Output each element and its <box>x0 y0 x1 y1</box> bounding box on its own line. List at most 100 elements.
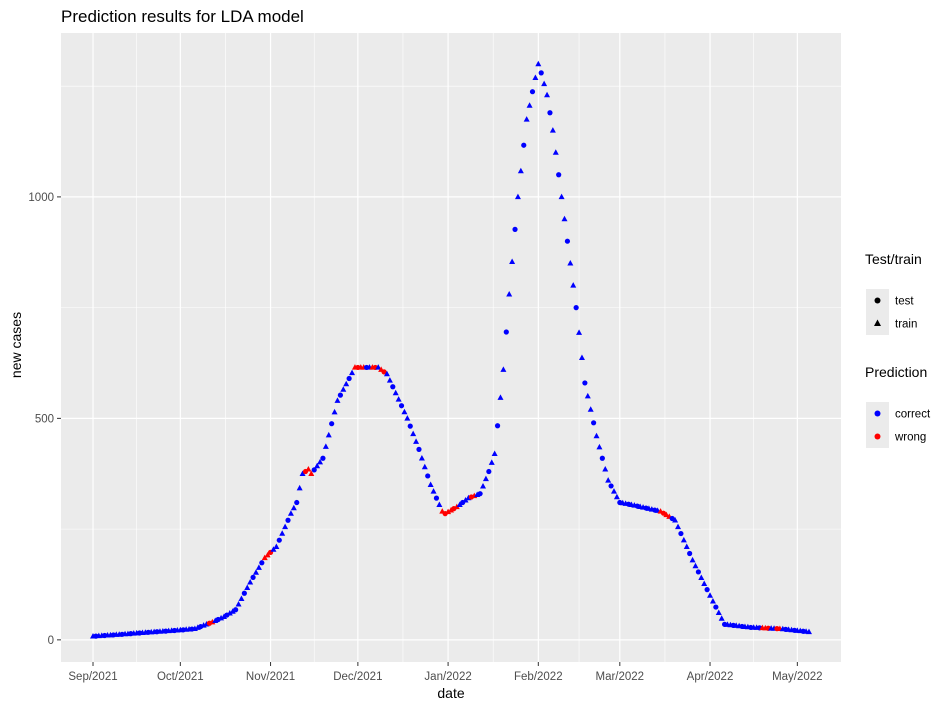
data-point-train <box>229 608 236 614</box>
legend-wrong-label: wrong <box>894 432 926 444</box>
data-point-test <box>608 483 614 489</box>
data-point-train <box>238 595 245 601</box>
data-point-test <box>695 569 701 575</box>
data-point-train <box>273 543 280 550</box>
data-point-train <box>610 488 617 494</box>
data-point-test <box>547 110 553 116</box>
data-point-train <box>558 193 565 200</box>
x-tick-label: Mar/2022 <box>596 671 645 683</box>
x-tick-label: Apr/2022 <box>687 671 734 683</box>
data-point-train <box>605 477 612 483</box>
data-point-train <box>552 149 559 155</box>
data-point-train <box>593 432 600 439</box>
data-point-train <box>299 470 306 476</box>
data-point-train <box>253 569 259 575</box>
data-point-train <box>715 609 722 616</box>
data-point-train <box>287 510 294 516</box>
x-tick-label: Feb/2022 <box>514 671 563 683</box>
chart-title: Prediction results for LDA model <box>61 7 304 26</box>
data-point-train <box>602 466 609 472</box>
data-point-train <box>549 127 556 133</box>
data-point-test <box>276 537 282 543</box>
x-tick-label: Oct/2021 <box>157 671 204 683</box>
data-point-train <box>386 377 393 383</box>
data-point-train <box>587 406 594 412</box>
data-point-train <box>325 431 332 438</box>
legend-correct-dot-icon <box>874 410 881 417</box>
data-point-train <box>349 369 356 376</box>
data-point-test <box>233 607 239 613</box>
data-point-train <box>701 580 708 586</box>
x-axis-ticks: Sep/2021 Oct/2021 Nov/2021 Dec/2021 Jan/2022… <box>68 662 823 683</box>
data-point-train <box>317 458 324 465</box>
data-point-test <box>687 550 693 557</box>
legend-test-circle-icon <box>874 297 881 304</box>
data-point-test <box>407 423 413 429</box>
data-point-test <box>433 495 440 501</box>
data-point-train <box>482 475 489 482</box>
data-point-train <box>680 536 687 543</box>
data-point-train <box>517 167 524 174</box>
data-point-train <box>244 584 251 590</box>
data-point-train <box>576 329 583 335</box>
data-point-train <box>523 116 530 122</box>
data-point-train <box>427 481 434 488</box>
data-point-train <box>436 501 443 507</box>
legend-train-label: train <box>895 319 917 331</box>
data-point-train <box>340 386 347 392</box>
data-point-test <box>704 587 710 593</box>
data-point-train <box>488 459 495 465</box>
data-point-train <box>707 592 714 598</box>
data-point-train <box>410 430 417 437</box>
data-point-train <box>418 454 425 461</box>
data-point-train <box>445 508 452 515</box>
data-point-test <box>512 226 518 232</box>
data-point-test <box>503 329 509 335</box>
data-point-train <box>279 530 286 536</box>
data-point-train <box>404 415 411 421</box>
data-point-test <box>320 455 326 461</box>
data-point-test <box>713 604 719 610</box>
data-point-train <box>567 260 574 266</box>
data-point-test <box>294 499 300 506</box>
data-point-train <box>462 497 469 503</box>
data-point-train <box>255 564 262 570</box>
data-point-train <box>596 443 603 450</box>
data-point-train <box>683 543 690 550</box>
data-point-train <box>480 482 487 489</box>
legend-prediction: Prediction correct wrong <box>865 364 931 448</box>
data-point-train <box>544 91 551 98</box>
data-point-train <box>526 102 533 108</box>
data-point-train <box>500 366 507 372</box>
data-point-train <box>675 523 682 530</box>
data-point-test <box>381 369 387 375</box>
legend-wrong-dot-icon <box>874 433 881 440</box>
data-point-train <box>718 615 725 621</box>
data-point-test <box>241 590 247 596</box>
data-point-test <box>329 421 335 427</box>
x-tick-label: Dec/2021 <box>333 671 382 683</box>
data-point-test <box>678 530 684 537</box>
data-point-train <box>561 215 568 222</box>
x-tick-label: May/2022 <box>772 671 823 683</box>
legend-test-train-title: Test/train <box>865 251 922 267</box>
data-point-train <box>314 462 321 469</box>
x-tick-label: Jan/2022 <box>424 671 471 683</box>
data-point-train <box>334 397 341 403</box>
data-point-train <box>247 578 254 585</box>
data-point-train <box>491 450 498 457</box>
data-point-train <box>430 488 437 494</box>
data-point-test <box>538 70 544 76</box>
data-point-test <box>250 574 256 580</box>
data-point-test <box>669 515 675 522</box>
plot-panel <box>61 33 841 662</box>
data-point-test <box>529 89 536 95</box>
data-point-test <box>486 468 492 475</box>
data-point-test <box>494 423 501 429</box>
data-point-test <box>285 517 291 523</box>
legend-correct-label: correct <box>895 409 931 421</box>
data-point-train <box>270 546 277 552</box>
data-point-train <box>395 396 402 402</box>
grid-lines <box>61 33 841 662</box>
